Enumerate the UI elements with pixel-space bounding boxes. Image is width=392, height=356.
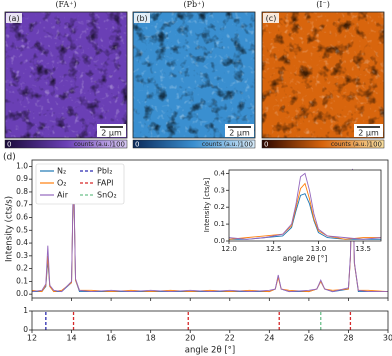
map-title: (Pb⁺) xyxy=(184,0,205,9)
x-tick-label: 12.0 xyxy=(221,245,237,253)
map-frame xyxy=(261,11,385,139)
colorbar-max: 100 xyxy=(240,141,253,149)
strip-frame xyxy=(31,310,389,331)
colorbar-min: 0 xyxy=(264,141,268,149)
map-frame xyxy=(4,11,128,139)
data-line xyxy=(31,171,389,293)
y-tick-label: 0.6 xyxy=(16,213,28,222)
panel-label: (a) xyxy=(8,14,19,23)
y-tick-label: 0.7 xyxy=(16,200,28,209)
y-tick-label: 0.2 xyxy=(16,264,28,273)
y-tick-label: 1.0 xyxy=(16,161,28,170)
y-tick-label: 0.1 xyxy=(214,220,225,228)
x-tick-label: 16 xyxy=(106,334,116,343)
x-tick-label: 30 xyxy=(383,334,392,343)
colorbar xyxy=(4,139,128,149)
colorbar-min: 0 xyxy=(7,141,11,149)
y-tick-label: 0.2 xyxy=(214,203,225,211)
colorbar xyxy=(261,139,385,149)
y-tick-label: 0.1 xyxy=(16,276,28,285)
data-line xyxy=(228,182,381,240)
plot-frame xyxy=(31,159,389,299)
x-tick-label: 24 xyxy=(264,334,274,343)
x-tick-label: 28 xyxy=(343,334,353,343)
x-tick-label: 12.5 xyxy=(266,245,282,253)
x-tick-label: 18 xyxy=(146,334,156,343)
map-title: (I⁻) xyxy=(316,0,330,9)
colorbar-label: counts (a.u.) xyxy=(74,141,112,148)
y-tick-label: 0.4 xyxy=(214,169,226,177)
data-line xyxy=(31,166,388,293)
map-speckle xyxy=(5,12,127,138)
map-frame xyxy=(132,11,256,139)
legend-label: N₂ xyxy=(57,167,66,176)
data-line xyxy=(229,193,381,240)
scale-bar-label: 2 µm xyxy=(101,129,122,138)
x-tick-label: 14 xyxy=(66,334,76,343)
y-tick-label: 0.5 xyxy=(16,225,28,234)
scale-bar-label: 2 µm xyxy=(358,129,379,138)
label-box xyxy=(134,13,150,23)
y-tick-label: 0.3 xyxy=(214,186,225,194)
y-tick-label: 0.9 xyxy=(16,174,28,183)
colorbar-label: counts (a.u.) xyxy=(331,141,369,148)
inset-frame xyxy=(228,169,382,242)
legend-box xyxy=(35,163,125,205)
inset-y-label: Intensity [cts/s] xyxy=(203,178,211,233)
colorbar-max: 100 xyxy=(369,141,382,149)
map-speckle xyxy=(262,12,384,138)
y-tick-label: 0 xyxy=(23,325,28,334)
x-tick-label: 20 xyxy=(185,334,195,343)
y-tick-label: 0.0 xyxy=(214,237,225,245)
panel-label: (c) xyxy=(266,14,277,23)
label-box xyxy=(6,13,22,23)
y-tick-label: 0.4 xyxy=(16,238,28,247)
inset-x-label: angle 2θ [°] xyxy=(283,254,328,263)
map-title: (FA⁺) xyxy=(55,0,76,9)
legend-label: FAPI xyxy=(97,179,114,188)
label-box xyxy=(263,13,279,23)
panel-label: (b) xyxy=(136,14,147,23)
x-tick-label: 13.0 xyxy=(311,245,327,253)
legend-label: PbI₂ xyxy=(97,167,112,176)
panel-label: (d) xyxy=(3,153,16,163)
x-tick-label: 26 xyxy=(304,334,314,343)
y-tick-label: 0.3 xyxy=(16,251,28,260)
legend-label: SnO₂ xyxy=(97,191,117,200)
x-axis-label: angle 2θ [°] xyxy=(185,346,235,356)
x-tick-label: 12 xyxy=(27,334,37,343)
legend-label: O₂ xyxy=(57,179,67,188)
colorbar xyxy=(132,139,256,149)
y-tick-label: 0.0 xyxy=(16,289,28,298)
x-tick-label: 22 xyxy=(225,334,235,343)
colorbar-max: 100 xyxy=(112,141,125,149)
inset-bg xyxy=(229,170,381,241)
y-axis-label: Intensity (cts/s) xyxy=(5,196,15,262)
legend-label: Air xyxy=(57,191,69,200)
scale-bar-label: 2 µm xyxy=(229,129,250,138)
y-tick-label: 0.8 xyxy=(16,187,28,196)
y-tick-label: 1 xyxy=(23,306,28,315)
data-line xyxy=(228,172,382,240)
colorbar-label: counts (a.u.) xyxy=(202,141,240,148)
map-speckle xyxy=(133,12,255,138)
colorbar-min: 0 xyxy=(135,141,139,149)
x-tick-label: 13.5 xyxy=(355,245,371,253)
